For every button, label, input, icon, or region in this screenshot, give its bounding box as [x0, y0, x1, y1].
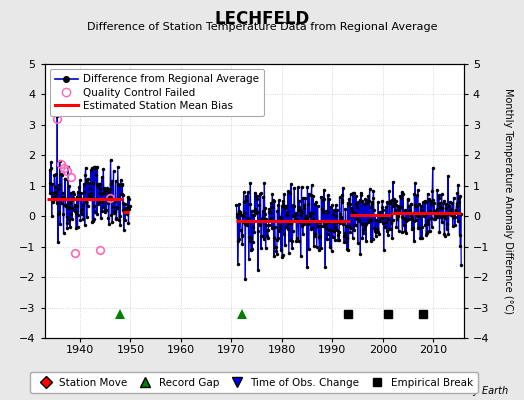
Text: Difference of Station Temperature Data from Regional Average: Difference of Station Temperature Data f…	[87, 22, 437, 32]
Legend: Station Move, Record Gap, Time of Obs. Change, Empirical Break: Station Move, Record Gap, Time of Obs. C…	[30, 372, 478, 393]
Y-axis label: Monthly Temperature Anomaly Difference (°C): Monthly Temperature Anomaly Difference (…	[503, 88, 513, 314]
Text: LECHFELD: LECHFELD	[214, 10, 310, 28]
Legend: Difference from Regional Average, Quality Control Failed, Estimated Station Mean: Difference from Regional Average, Qualit…	[50, 69, 264, 116]
Text: Berkeley Earth: Berkeley Earth	[436, 386, 508, 396]
